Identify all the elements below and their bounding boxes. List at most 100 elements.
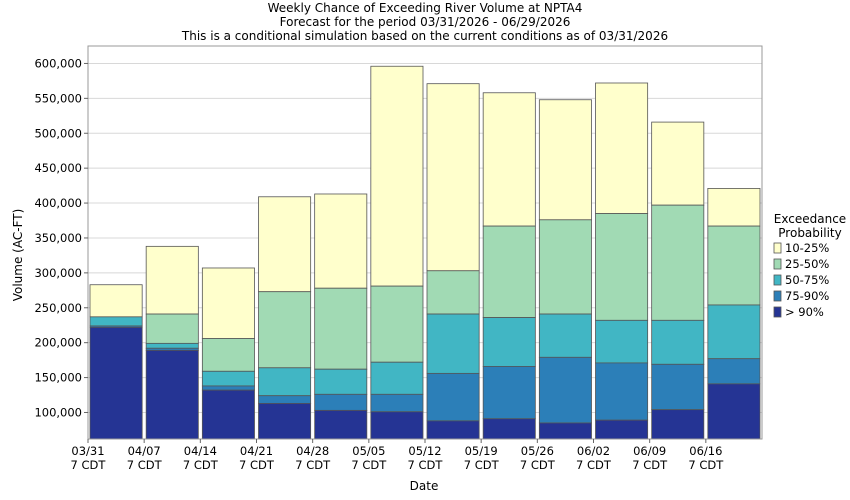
y-tick-label: 500,000 (34, 126, 82, 140)
bar-segment-25-50 (538, 219, 592, 315)
chart-title-line-3: This is a conditional simulation based o… (181, 29, 668, 43)
bar-segment-90 (595, 419, 649, 440)
bar-segment-10-25 (538, 99, 592, 221)
x-tick-label-zone: 7 CDT (688, 458, 724, 472)
bar-segment-50-75 (651, 319, 705, 365)
bar-segment-50-75 (201, 370, 255, 387)
bar-segment-75-90 (595, 362, 649, 421)
x-tick-label-date: 04/28 (296, 444, 329, 458)
bar-segment-10-25 (89, 284, 143, 318)
legend: Exceedance Probability 10-25% 25-50% 50-75… (773, 212, 846, 319)
bar-segment-75-90 (426, 372, 480, 422)
x-tick-label-zone: 7 CDT (239, 458, 275, 472)
legend-title-line-2: Probability (778, 226, 841, 240)
x-tick-label-date: 04/14 (184, 444, 217, 458)
chart-titles: Weekly Chance of Exceeding River Volume … (181, 1, 668, 43)
bar-segment-50-75 (426, 313, 480, 374)
bar-segment-25-50 (314, 287, 368, 370)
x-tick-label-date: 06/09 (633, 444, 666, 458)
bar-segment-10-25 (258, 196, 312, 293)
bar-segment-50-75 (538, 313, 592, 358)
bar-segment-50-75 (482, 317, 536, 367)
legend-label: 50-75% (785, 273, 829, 287)
legend-label: 10-25% (785, 241, 829, 255)
legend-title-line-1: Exceedance (774, 212, 846, 226)
x-tick-label-date: 05/26 (521, 444, 554, 458)
x-tick-label-date: 04/07 (128, 444, 161, 458)
y-tick-label: 600,000 (34, 56, 82, 70)
x-tick-label-zone: 7 CDT (295, 458, 331, 472)
bar-segment-75-90 (314, 393, 368, 411)
bar-segment-75-90 (482, 366, 536, 420)
bar-segment-25-50 (426, 270, 480, 315)
legend-swatch (773, 274, 782, 286)
y-tick-label: 400,000 (34, 196, 82, 210)
bar-segment-25-50 (651, 204, 705, 321)
bar-segment-50-75 (145, 342, 199, 349)
bar-segment-50-75 (258, 367, 312, 397)
gridlines (88, 62, 762, 413)
bar-segment-10-25 (595, 82, 649, 214)
legend-swatch (773, 306, 782, 318)
legend-items: 10-25% 25-50% 50-75% 75-90% > 90% (773, 241, 829, 319)
x-tick-label-date: 04/21 (240, 444, 273, 458)
x-tick-label-zone: 7 CDT (183, 458, 219, 472)
bar-segment-90 (651, 409, 705, 440)
x-tick-label-zone: 7 CDT (632, 458, 668, 472)
y-tick-label: 550,000 (34, 91, 82, 105)
bar-segment-25-50 (258, 291, 312, 369)
bar-segment-75-90 (707, 358, 761, 385)
bar-segment-90 (145, 349, 199, 440)
bar-segment-75-90 (201, 385, 255, 391)
legend-label: > 90% (785, 305, 824, 319)
legend-label: 75-90% (785, 289, 829, 303)
x-tick-label-date: 05/05 (352, 444, 385, 458)
bar-segment-75-90 (651, 363, 705, 411)
y-tick-label: 350,000 (34, 231, 82, 245)
y-tick-label: 150,000 (34, 371, 82, 385)
chart-title-line-2: Forecast for the period 03/31/2026 - 06/… (280, 15, 571, 29)
plot-area (88, 46, 762, 439)
bar-segment-10-25 (482, 92, 536, 227)
legend-swatch (773, 258, 782, 270)
bar-segment-50-75 (595, 319, 649, 364)
x-tick-label-date: 06/02 (577, 444, 610, 458)
bar-segment-10-25 (145, 245, 199, 315)
y-axis-label: Volume (AC-FT) (11, 209, 25, 302)
y-tick-label: 100,000 (34, 405, 82, 419)
bars (89, 65, 761, 440)
bar-segment-75-90 (370, 393, 424, 413)
x-axis-label: Date (410, 479, 439, 493)
y-axis: 100,000 150,000 200,000 250,000 300,000 350,0… (34, 56, 88, 419)
bar-segment-25-50 (201, 338, 255, 372)
bar-segment-25-50 (482, 225, 536, 318)
x-tick-label-zone: 7 CDT (127, 458, 163, 472)
x-tick-label-zone: 7 CDT (71, 458, 107, 472)
x-tick-label-date: 03/31 (71, 444, 104, 458)
bar-segment-10-25 (370, 65, 424, 287)
x-tick-label-zone: 7 CDT (408, 458, 444, 472)
bar-segment-90 (89, 326, 143, 440)
chart-title-line-1: Weekly Chance of Exceeding River Volume … (268, 1, 583, 15)
y-tick-label: 450,000 (34, 161, 82, 175)
bar-segment-25-50 (145, 313, 199, 344)
bar-segment-25-50 (595, 213, 649, 321)
legend-swatch (773, 242, 782, 254)
bar-segment-25-50 (707, 225, 761, 306)
x-tick-label-date: 06/16 (689, 444, 722, 458)
bar-segment-90 (482, 418, 536, 440)
y-tick-label: 200,000 (34, 336, 82, 350)
bar-segment-50-75 (314, 368, 368, 395)
bar-segment-25-50 (370, 285, 424, 363)
legend-label: 25-50% (785, 257, 829, 271)
bar-segment-90 (201, 389, 255, 440)
x-tick-label-date: 05/19 (465, 444, 498, 458)
bar-segment-90 (258, 402, 312, 440)
bar-segment-50-75 (707, 304, 761, 360)
x-tick-label-zone: 7 CDT (351, 458, 387, 472)
bar-segment-10-25 (314, 193, 368, 289)
bar-segment-50-75 (370, 361, 424, 395)
bar-segment-90 (538, 422, 592, 440)
bar-segment-90 (426, 420, 480, 440)
y-tick-label: 300,000 (34, 266, 82, 280)
